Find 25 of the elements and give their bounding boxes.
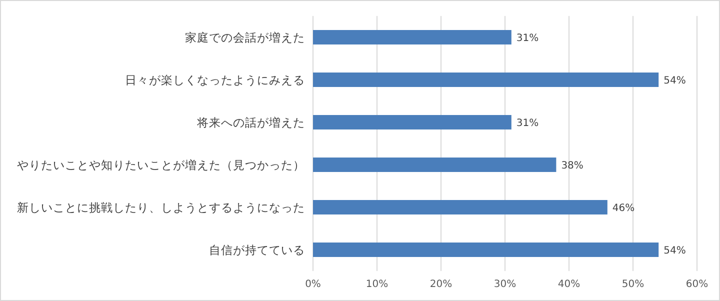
y-tick-label: 家庭での会話が増えた — [185, 30, 305, 44]
x-tick-label: 0% — [305, 279, 321, 290]
x-tick-label: 40% — [558, 279, 580, 290]
data-label: 38% — [561, 160, 584, 172]
data-label: 31% — [516, 32, 539, 44]
x-tick-label: 60% — [686, 279, 708, 290]
bar — [313, 30, 512, 44]
x-tick-label: 10% — [366, 279, 388, 290]
y-tick-label: 新しいことに挑戦したり、しようとするようになった — [17, 200, 305, 214]
data-label: 54% — [664, 75, 686, 86]
data-label: 46% — [612, 202, 635, 214]
bar — [313, 72, 659, 87]
y-tick-label: 日々が楽しくなったようにみえる — [125, 72, 305, 87]
data-label: 31% — [516, 118, 539, 129]
bar — [313, 200, 608, 214]
bar — [313, 158, 556, 172]
x-tick-label: 50% — [622, 279, 644, 290]
x-tick-label: 20% — [430, 279, 452, 290]
y-tick-label: 将来への話が増えた — [196, 115, 305, 130]
data-label: 54% — [664, 245, 686, 256]
x-tick-label: 30% — [494, 279, 516, 290]
y-tick-label: 自信が持てている — [209, 242, 305, 257]
bar — [313, 242, 659, 257]
y-tick-label: やりたいことや知りたいことが増えた（見つかった） — [17, 158, 305, 172]
bar — [313, 115, 512, 130]
